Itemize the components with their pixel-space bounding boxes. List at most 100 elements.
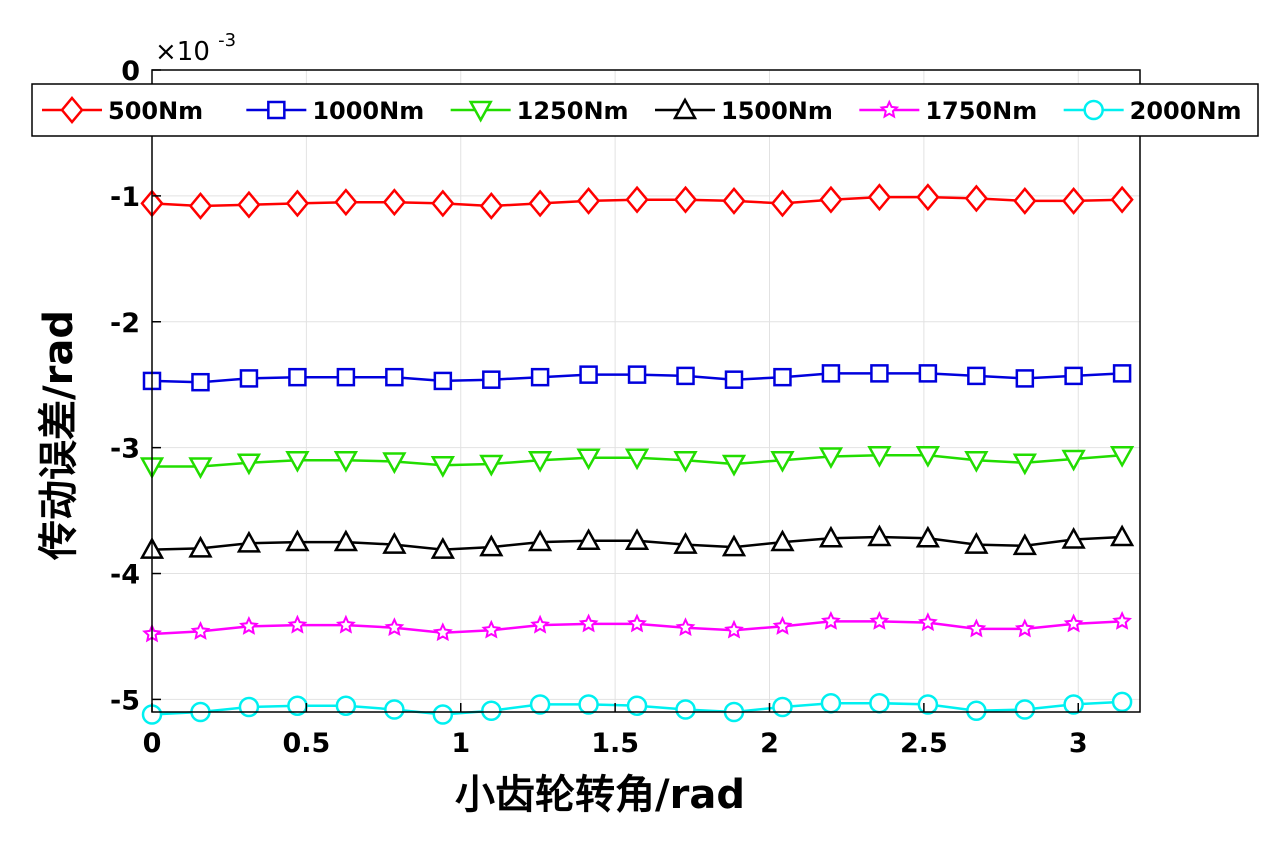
data-point bbox=[188, 535, 213, 558]
data-point bbox=[285, 189, 310, 218]
data-point bbox=[236, 453, 262, 476]
x-tick-label: 0.5 bbox=[282, 728, 330, 759]
legend-marker bbox=[60, 96, 84, 124]
data-point bbox=[870, 364, 889, 383]
series-1000Nm bbox=[142, 364, 1132, 392]
data-point bbox=[770, 189, 795, 218]
legend-entry: 1000Nm bbox=[246, 97, 424, 125]
series-500Nm bbox=[140, 183, 1134, 220]
series-1250Nm bbox=[139, 445, 1135, 480]
data-point bbox=[918, 364, 938, 383]
data-point bbox=[918, 612, 938, 632]
data-point bbox=[191, 372, 210, 392]
data-point bbox=[967, 366, 986, 386]
y-tick-label: -2 bbox=[110, 308, 140, 339]
legend: 500Nm 1000Nm 1250Nm 1500Nm 1750Nm 2000Nm bbox=[31, 83, 1259, 137]
x-tick-label: 3 bbox=[1069, 728, 1088, 759]
y-axis-label: 传动误差/rad bbox=[36, 310, 82, 561]
data-point bbox=[576, 186, 601, 215]
data-point bbox=[819, 185, 843, 214]
data-point bbox=[1112, 364, 1132, 383]
data-point bbox=[675, 617, 696, 637]
data-point bbox=[1061, 186, 1086, 215]
data-point bbox=[190, 620, 211, 640]
data-point bbox=[384, 699, 405, 720]
x-tick-label: 1.5 bbox=[591, 728, 639, 759]
data-point bbox=[869, 692, 890, 714]
data-point bbox=[529, 694, 551, 715]
legend-label: 500Nm bbox=[108, 97, 203, 125]
data-point bbox=[624, 448, 650, 471]
data-point bbox=[335, 695, 357, 716]
legend-label: 1000Nm bbox=[312, 97, 424, 125]
data-point bbox=[820, 611, 841, 630]
data-point bbox=[627, 365, 647, 384]
data-point bbox=[675, 699, 696, 720]
data-point bbox=[382, 452, 407, 475]
data-point bbox=[625, 185, 649, 214]
data-point bbox=[188, 457, 213, 480]
data-point bbox=[1061, 449, 1086, 472]
legend-entry: 1750Nm bbox=[859, 97, 1037, 125]
data-point bbox=[334, 188, 358, 217]
data-point bbox=[1109, 524, 1135, 547]
data-point bbox=[528, 189, 552, 218]
axis-exponent-base: ×10 bbox=[155, 37, 210, 67]
data-point bbox=[770, 450, 795, 473]
data-point bbox=[964, 532, 989, 554]
data-point bbox=[430, 537, 455, 559]
data-point bbox=[237, 190, 261, 219]
data-point bbox=[1012, 533, 1037, 556]
data-point bbox=[724, 370, 744, 389]
axis-exponent-power: -3 bbox=[218, 30, 236, 51]
legend-marker bbox=[267, 100, 286, 120]
data-point bbox=[1111, 691, 1133, 713]
x-tick-label: 1 bbox=[451, 728, 470, 759]
y-tick-label: 0 bbox=[121, 56, 140, 87]
data-point bbox=[1063, 694, 1084, 715]
data-point bbox=[579, 365, 598, 384]
data-point bbox=[578, 613, 599, 633]
data-point bbox=[1014, 618, 1035, 638]
plot-frame bbox=[151, 69, 1141, 713]
data-point bbox=[673, 450, 698, 473]
data-point bbox=[867, 524, 892, 547]
data-point bbox=[333, 529, 359, 552]
data-point bbox=[624, 528, 650, 551]
data-point bbox=[382, 532, 407, 554]
data-point bbox=[335, 614, 356, 634]
data-point bbox=[382, 188, 406, 217]
legend-marker bbox=[672, 97, 698, 120]
data-point bbox=[430, 456, 455, 478]
data-point bbox=[1063, 613, 1084, 633]
legend-box bbox=[31, 83, 1259, 137]
data-point bbox=[333, 450, 359, 473]
legend-label: 1500Nm bbox=[721, 97, 833, 125]
data-point bbox=[479, 192, 503, 220]
legend-entry: 2000Nm bbox=[1063, 97, 1242, 125]
legend-label: 1750Nm bbox=[925, 97, 1037, 125]
data-point bbox=[479, 534, 504, 557]
data-point bbox=[576, 448, 601, 471]
data-point bbox=[285, 529, 310, 552]
data-point bbox=[239, 616, 259, 635]
series-2000Nm bbox=[141, 691, 1133, 725]
series-layer bbox=[139, 183, 1135, 725]
data-point bbox=[673, 185, 698, 214]
x-tick-label: 2.5 bbox=[900, 728, 948, 759]
data-point bbox=[673, 532, 698, 554]
legend-marker bbox=[468, 100, 493, 123]
legend-label: 2000Nm bbox=[1130, 97, 1242, 125]
data-point bbox=[530, 614, 551, 634]
data-point bbox=[1064, 366, 1083, 386]
grid bbox=[151, 69, 1140, 712]
data-point bbox=[820, 692, 842, 714]
data-point bbox=[626, 695, 648, 716]
data-point bbox=[527, 529, 553, 552]
data-point bbox=[287, 614, 308, 634]
legend-marker bbox=[1083, 99, 1104, 121]
data-point bbox=[384, 617, 405, 637]
data-point bbox=[482, 370, 501, 389]
data-point bbox=[479, 454, 504, 477]
